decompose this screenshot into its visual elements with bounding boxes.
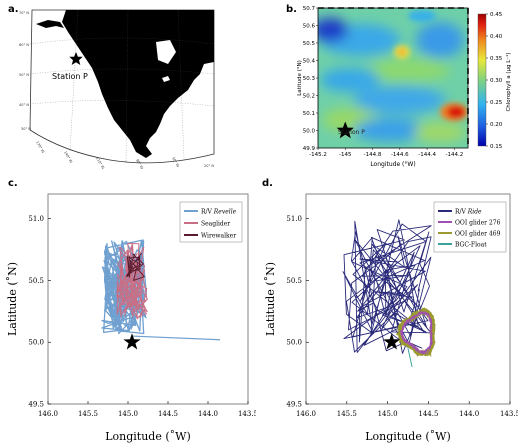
lat-label: 70° N	[19, 11, 29, 15]
colorbar-tick-label: 0.15	[490, 144, 503, 150]
station-p-label-a: Station P	[52, 72, 88, 81]
x-tick-label: 146.0	[296, 410, 316, 418]
c-legend: R/V Revelle Seaglider Wirewalker	[179, 201, 243, 243]
x-tick-label: 144.0	[198, 410, 218, 418]
b-x-tick-label: -145.2	[309, 152, 327, 158]
panel-d-label: d.	[262, 178, 273, 189]
y-tick-label: 50.5	[28, 277, 44, 285]
colorbar-tick-label: 0.30	[490, 78, 503, 84]
ride-track	[342, 219, 432, 354]
b-y-tick-label: 50.5	[303, 41, 316, 47]
b-y-axis: 50.7 50.6 50.5 50.4 50.3 50.2 50.1 50.0 49.9	[303, 6, 318, 152]
y-tick-label: 51.0	[286, 215, 302, 223]
x-tick-label: 145.0	[378, 410, 398, 418]
legend-revelle: R/V Revelle	[201, 209, 237, 216]
colorbar-tick-label: 0.35	[490, 56, 503, 62]
y-tick-label: 50.0	[286, 339, 302, 347]
legend-glider-276: OOI glider 276	[455, 220, 501, 227]
d-tracks	[342, 219, 436, 368]
panel-b-label: b.	[286, 4, 297, 15]
d-legend: R/V Ride OOI glider 276 OOI glider 469 B…	[433, 201, 507, 253]
x-tick-label: 145.0	[118, 410, 138, 418]
c-axes: 146.0 145.5 145.0 144.5 144.0 143.5 51.0 50.5 50…	[28, 215, 256, 418]
c-xlabel: Longitude (˚W)	[105, 430, 191, 443]
d-ylabel: Latitude (˚N)	[264, 262, 277, 336]
b-x-axis: -145.2 -145 -144.8 -144.6 -144.4 -144.2	[309, 148, 463, 158]
lat-label: 60° N	[19, 43, 29, 47]
y-tick-label: 49.5	[286, 401, 302, 409]
lat-label: 50° N	[19, 73, 29, 77]
revelle-transit	[131, 335, 221, 341]
station-p-label-b: Station P	[338, 129, 365, 136]
b-x-tick-label: -144.4	[418, 152, 436, 158]
bgc-float-track	[407, 348, 413, 368]
station-p-star-b	[336, 121, 354, 139]
chlorophyll-field	[318, 8, 468, 148]
colorbar-tick-label: 0.40	[490, 34, 503, 40]
wirewalker-track	[126, 253, 145, 281]
c-ylabel: Latitude (˚N)	[6, 262, 19, 336]
colorbar-ticks: 0.45 0.40 0.35 0.30 0.25 0.20 0.15	[486, 12, 503, 150]
b-y-tick-label: 50.7	[303, 6, 316, 12]
b-y-tick-label: 50.0	[303, 129, 316, 135]
y-tick-label: 51.0	[28, 215, 44, 223]
colorbar-tick-label: 0.20	[490, 122, 503, 128]
glider-276-track	[399, 311, 433, 355]
b-y-tick-label: 50.1	[303, 111, 315, 117]
x-tick-label: 144.5	[418, 410, 438, 418]
y-tick-label: 50.0	[28, 339, 44, 347]
lon-label: 140° W	[63, 151, 73, 165]
colorbar-label: Chlorophyll a (μg L⁻¹)	[505, 52, 512, 111]
lon-label: 110° W	[95, 157, 105, 171]
panel-a-label: a.	[8, 4, 19, 15]
b-xlabel: Longitude (°W)	[370, 161, 415, 168]
b-x-tick-label: -144.2	[445, 152, 463, 158]
panel-d-plot: 146.0 145.5 145.0 144.5 144.0 143.5 51.0 50.5 50…	[264, 193, 518, 443]
legend-seaglider: Seaglider	[201, 221, 230, 228]
x-tick-label: 144.0	[459, 410, 479, 418]
x-tick-label: 146.0	[38, 410, 58, 418]
c-tracks	[101, 239, 221, 350]
x-tick-label: 143.5	[500, 410, 518, 418]
station-p-star-a	[69, 52, 83, 65]
panel-a-map: Station P 70° N 60° N 50° N 40° N 30° N …	[19, 9, 215, 171]
map-graticule	[29, 9, 215, 163]
x-tick-label: 145.5	[337, 410, 357, 418]
lon-label: 170° W	[35, 141, 45, 155]
b-y-tick-label: 50.6	[303, 24, 316, 30]
colorbar-tick-label: 0.25	[490, 100, 503, 106]
colorbar-tick-label: 0.45	[490, 12, 503, 18]
panel-c-label: c.	[8, 178, 18, 189]
d-axes: 146.0 145.5 145.0 144.5 144.0 143.5 51.0 50.5 50…	[286, 215, 518, 418]
b-y-tick-label: 50.2	[303, 94, 315, 100]
y-tick-label: 50.5	[286, 277, 302, 285]
legend-glider-469: OOI glider 469	[455, 231, 501, 238]
b-y-tick-label: 49.9	[303, 146, 316, 152]
north-america-landmass	[36, 10, 214, 158]
lat-label: 20° N	[204, 164, 214, 168]
colorbar	[477, 13, 487, 147]
lon-label: 50° W	[171, 157, 180, 169]
x-tick-label: 144.5	[158, 410, 178, 418]
lat-label: 40° N	[19, 103, 29, 107]
panel-c-plot: 146.0 145.5 145.0 144.5 144.0 143.5 51.0 50.5 50…	[6, 193, 256, 443]
b-y-tick-label: 50.3	[303, 76, 316, 82]
b-x-tick-label: -145	[339, 152, 352, 158]
x-tick-label: 145.5	[78, 410, 98, 418]
b-x-tick-label: -144.8	[364, 152, 382, 158]
legend-bgc-float: BGC-Float	[455, 242, 487, 249]
x-tick-label: 143.5	[238, 410, 256, 418]
b-x-tick-label: -144.6	[391, 152, 409, 158]
y-tick-label: 49.5	[28, 401, 44, 409]
legend-ride: R/V Ride	[455, 209, 482, 216]
d-xlabel: Longitude (˚W)	[365, 430, 451, 443]
b-ylabel: Latitude (°N)	[297, 60, 303, 96]
panel-b-heatmap: -145.2 -145 -144.8 -144.6 -144.4 -144.2 50.75…	[297, 6, 512, 168]
b-y-tick-label: 50.4	[303, 59, 316, 65]
lat-label: 30° N	[21, 127, 31, 131]
station-p-star-c	[123, 333, 141, 350]
legend-wirewalker: Wirewalker	[201, 233, 236, 240]
station-p-star-d	[383, 333, 401, 350]
lon-label: 80° W	[135, 159, 144, 171]
